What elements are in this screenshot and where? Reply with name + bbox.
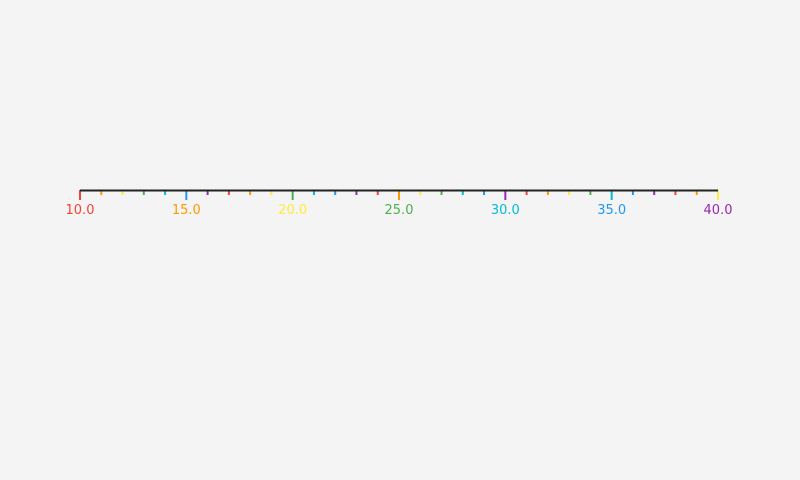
tick-label: 25.0 xyxy=(385,203,414,218)
tick-label: 35.0 xyxy=(597,203,626,218)
tick-label: 15.0 xyxy=(172,203,201,218)
tick-label: 40.0 xyxy=(704,203,733,218)
tick-label-group: 10.0 15.0 20.0 25.0 30.0 35.0 40.0 xyxy=(66,203,733,218)
tick-label: 20.0 xyxy=(278,203,307,218)
tick-label: 30.0 xyxy=(491,203,520,218)
tick-label: 10.0 xyxy=(66,203,95,218)
